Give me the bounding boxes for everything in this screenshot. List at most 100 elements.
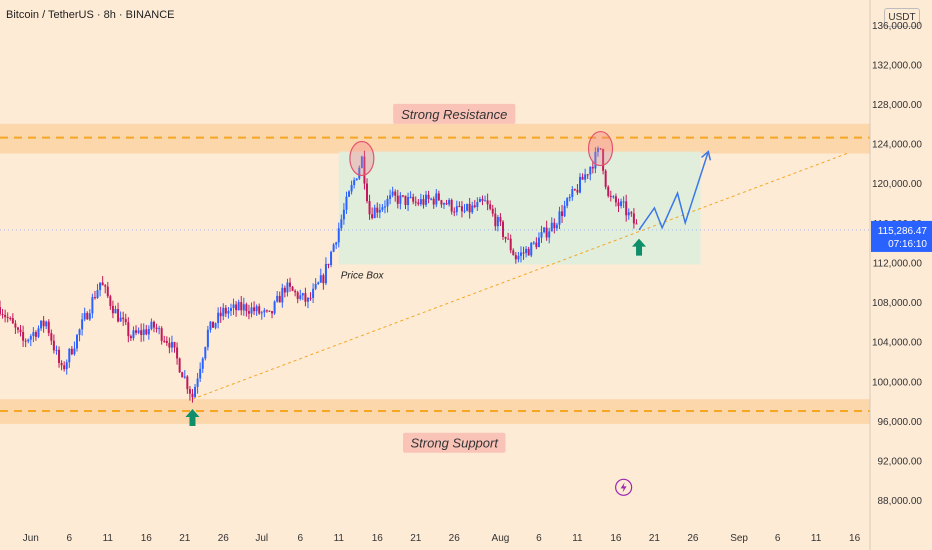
y-tick-label: 124,000.00 [872, 140, 922, 151]
candle-body [507, 238, 510, 240]
candle [306, 297, 309, 309]
candle-body [276, 295, 279, 302]
candle-body [11, 318, 14, 324]
candle-body [188, 389, 191, 394]
candle-body [194, 386, 197, 398]
candle-body [265, 310, 268, 312]
ascending-trendline [192, 153, 848, 400]
candle [527, 246, 530, 256]
candle-body [563, 205, 566, 217]
candle-body [129, 336, 132, 339]
candle-body [217, 312, 220, 324]
candle-body [363, 156, 366, 184]
candle [340, 214, 343, 231]
candle-body [75, 334, 78, 349]
candle [145, 324, 148, 336]
candle-body [152, 321, 155, 328]
candle [219, 306, 222, 323]
candle-body [232, 304, 235, 309]
candle-body [437, 193, 440, 201]
candle [622, 196, 625, 208]
zone-annotation: Strong Resistance [393, 103, 516, 124]
candle-body [463, 210, 466, 212]
candle-body [163, 340, 166, 342]
candle-body [301, 293, 304, 296]
x-tick-label: Sep [730, 533, 748, 544]
candle [612, 195, 615, 199]
candle [129, 334, 132, 341]
candle-body [24, 340, 27, 342]
candle [86, 311, 89, 320]
candle [114, 305, 117, 314]
candle-body [63, 365, 66, 370]
candle-body [247, 311, 250, 314]
candle [422, 194, 425, 209]
candle-body [127, 322, 130, 337]
candle [517, 252, 520, 263]
candle [122, 311, 125, 326]
candle-body [371, 214, 374, 219]
candle [32, 327, 35, 343]
candle-body [117, 309, 120, 322]
candle-body [78, 329, 81, 335]
currency-selector[interactable]: USDT [884, 8, 920, 27]
candle [519, 246, 522, 263]
candle-body [476, 202, 479, 207]
candle [550, 217, 553, 232]
y-tick-label: 88,000.00 [878, 496, 923, 507]
candle-body [322, 275, 325, 284]
candle-body [555, 224, 558, 229]
candle [409, 191, 412, 199]
candle [301, 292, 304, 301]
candle-body [514, 255, 517, 260]
candle-body [281, 287, 284, 303]
candle [201, 357, 204, 373]
candle [599, 148, 602, 150]
candle-body [368, 201, 371, 215]
candle [55, 345, 58, 355]
candle [191, 389, 194, 403]
candle [458, 201, 461, 208]
candle-body [147, 329, 150, 335]
x-tick-label: Aug [492, 533, 510, 544]
candle [468, 197, 471, 219]
candle [373, 204, 376, 219]
candle [132, 326, 135, 341]
candle [381, 204, 384, 212]
candle-body [604, 170, 607, 187]
candle [414, 196, 417, 207]
candle-body [355, 178, 358, 181]
candle [499, 213, 502, 227]
candle [386, 195, 389, 213]
candle-body [289, 282, 291, 287]
candle-body [466, 203, 469, 211]
candle-body [176, 347, 179, 359]
candle-body [214, 323, 217, 328]
candle [332, 243, 335, 253]
candle-body [6, 317, 9, 319]
candle-body [383, 206, 386, 208]
candle-body [376, 207, 379, 213]
candle-body [596, 148, 599, 152]
x-tick-label: 16 [610, 533, 622, 544]
candle-body [589, 167, 592, 175]
candle [73, 341, 76, 356]
candle-body [299, 295, 302, 299]
candle [535, 237, 538, 250]
x-tick-label: 16 [141, 533, 153, 544]
candle-body [548, 231, 551, 238]
candle [484, 195, 487, 202]
candle [88, 309, 91, 321]
candle [40, 320, 43, 331]
candle-body [512, 250, 515, 256]
candle-body [340, 219, 343, 229]
candle [173, 341, 176, 353]
candle-body [348, 191, 351, 197]
candle [155, 323, 158, 333]
candle [312, 283, 315, 303]
candle [617, 198, 620, 213]
candle-body [0, 307, 1, 314]
candle-body [242, 304, 245, 311]
candle [152, 320, 155, 333]
